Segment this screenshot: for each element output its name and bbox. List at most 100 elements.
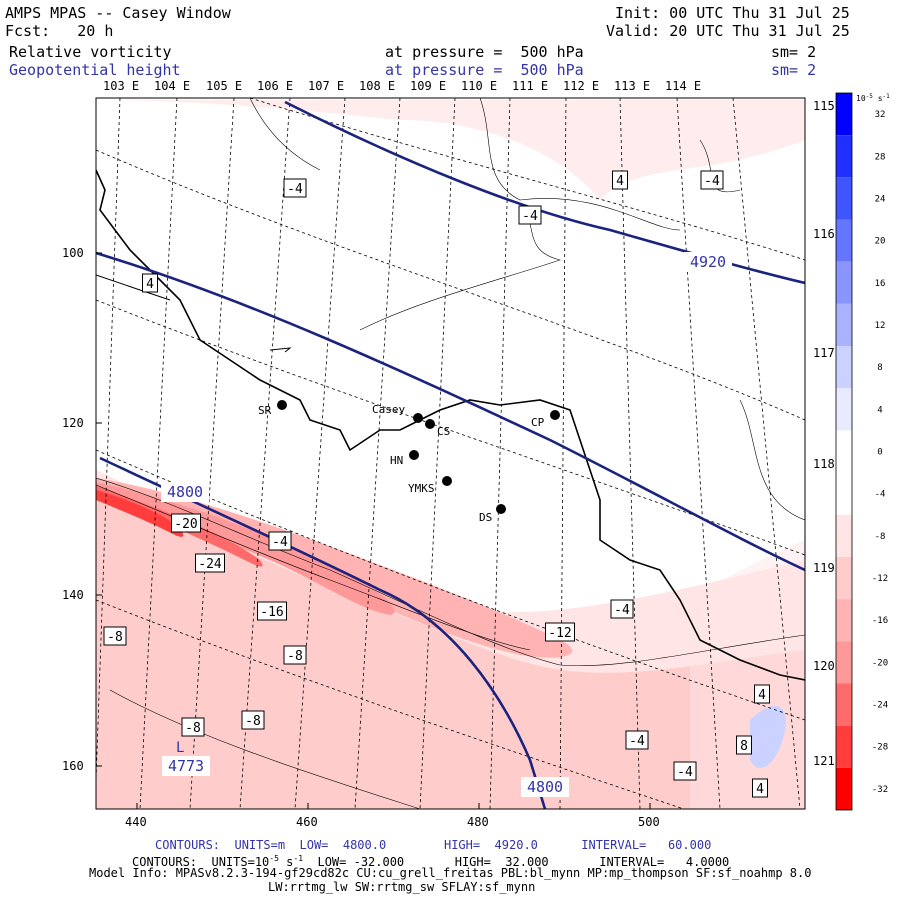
y-tick-label: 100 [62, 246, 84, 260]
station-dot [442, 476, 452, 486]
vorticity-label-box [241, 710, 265, 730]
station-label: CS [437, 425, 450, 438]
field2-smoothing: sm= 2 [771, 61, 817, 79]
model-info: Model Info: MPASv8.2.3-194-gf29cd82c CU:… [89, 866, 812, 880]
field1-pressure: at pressure = 500 hPa [385, 43, 584, 61]
height-label-bg [521, 777, 569, 797]
vorticity-label: -16 [260, 605, 283, 620]
vorticity-label: -4 [272, 535, 288, 550]
vorticity-label-box [195, 553, 225, 573]
vorticity-label: -4 [522, 209, 538, 224]
vorticity-label-box [736, 735, 752, 755]
x-tick-label: 480 [467, 815, 489, 829]
colorbar-swatch [836, 303, 852, 347]
vorticity-label: 8 [740, 739, 748, 754]
height-label-bg [161, 482, 209, 502]
vorticity-label-box [257, 601, 287, 621]
height-label: 4800 [527, 778, 563, 796]
vorticity-label: 4 [616, 174, 624, 189]
colorbar-swatch [836, 346, 852, 389]
vorticity-label: -4 [704, 174, 720, 189]
colorbar-label: -32 [872, 785, 888, 795]
lat-lon-grid [96, 98, 805, 809]
colorbar-label: 8 [877, 363, 882, 373]
colorbar-swatch [836, 219, 852, 262]
longitude-label: 109 E [410, 79, 446, 93]
low-center-marker: L [176, 740, 184, 756]
y-tick-label: 120 [62, 416, 84, 430]
y-axis-ticks: 100 120 140 160 [62, 246, 102, 773]
colorbar-label: 4 [877, 405, 882, 415]
colorbar-label: -8 [875, 532, 886, 542]
colorbar-swatch [836, 430, 852, 473]
vorticity-label-box [181, 717, 205, 737]
vorticity-label: -20 [174, 517, 197, 532]
colorbar-label: 0 [877, 448, 882, 458]
vorticity-label: -4 [287, 182, 303, 197]
vorticity-label-box [754, 684, 770, 704]
station-label: DS [479, 511, 492, 524]
colorbar-swatch [836, 683, 852, 726]
x-tick-label: 440 [125, 815, 147, 829]
field2-pressure: at pressure = 500 hPa [385, 61, 584, 79]
vorticity-label-box [518, 205, 542, 225]
colorbar-label: 20 [875, 237, 886, 247]
station-dot [496, 504, 506, 514]
coastline [96, 169, 805, 681]
vorticity-label-box [283, 645, 307, 665]
forecast-hour: Fcst: 20 h [5, 22, 114, 40]
station-dot [277, 400, 287, 410]
colorbar-swatch [836, 599, 852, 642]
colorbar-swatch [836, 261, 852, 304]
longitude-label: 103 E [103, 79, 139, 93]
colorbar-label: -12 [872, 574, 888, 584]
vorticity-labels: -4 4 -4 4 -4 -20 -24 -4 -16 -4 -8 -12 -8 -8 -8 -4 4 8 4 -4 [103, 170, 770, 798]
colorbar-swatch [836, 556, 852, 600]
longitude-label: 112 E [563, 79, 599, 93]
colorbar: 32 28 24 20 16 12 8 4 0 -4 -8 -12 -16 -20 -24 -28 -32 10-… [835, 92, 890, 811]
longitude-label: 107 E [308, 79, 344, 93]
station-markers: SR Casey CS CP HN YMKS DS [258, 400, 560, 524]
longitude-label: 111 E [512, 79, 548, 93]
colorbar-units: 10-5 s-1 [856, 93, 890, 103]
longitude-label: 113 E [614, 79, 650, 93]
y-tick-label: 140 [62, 588, 84, 602]
colorbar-label: 12 [875, 321, 886, 331]
colorbar-swatch [836, 93, 852, 136]
vorticity-label: -8 [287, 649, 303, 664]
colorbar-frame [835, 92, 853, 811]
vorticity-label: -8 [185, 721, 201, 736]
colorbar-label: 24 [875, 194, 886, 204]
vorticity-label-box [283, 178, 307, 198]
height-label-bg [684, 252, 732, 272]
station-label: YMKS [408, 482, 435, 495]
longitude-label: 114 E [665, 79, 701, 93]
colorbar-swatch [836, 641, 852, 684]
vorticity-label-box [625, 730, 649, 750]
height-label-bg [162, 756, 210, 776]
map-title: AMPS MPAS -- Casey Window [5, 4, 231, 22]
vorticity-label-box [700, 170, 724, 190]
colorbar-swatch [836, 725, 852, 768]
height-label: 4800 [167, 483, 203, 501]
vorticity-label: 4 [756, 782, 764, 797]
station-dot [409, 450, 419, 460]
vorticity-label-box [612, 170, 628, 190]
vorticity-contour-info: CONTOURS: UNITS=10-5 s-1 LOW= -32.000 HI… [132, 854, 730, 869]
vorticity-label: -24 [198, 557, 222, 572]
vorticity-label: -4 [629, 734, 645, 749]
vorticity-label-box [142, 273, 158, 293]
colorbar-swatch [836, 388, 852, 431]
height-label: 4920 [690, 253, 726, 271]
vorticity-label: -4 [614, 603, 630, 618]
vorticity-label-box [752, 778, 768, 798]
vorticity-label: 4 [758, 688, 766, 703]
colorbar-swatch [836, 177, 852, 220]
vorticity-label-box [673, 761, 697, 781]
colorbar-label: -16 [872, 616, 888, 626]
colorbar-swatch [836, 767, 852, 810]
height-label: 4773 [168, 757, 204, 775]
